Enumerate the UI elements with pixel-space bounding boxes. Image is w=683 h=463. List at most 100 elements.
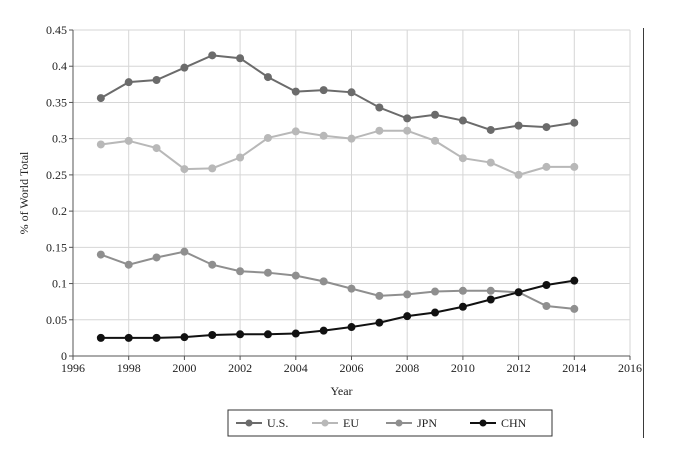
series-line-jpn bbox=[100, 250, 575, 310]
data-point-eu bbox=[180, 165, 189, 174]
data-point-eu bbox=[319, 131, 328, 140]
data-point-chn bbox=[96, 333, 105, 342]
y-tick-label: 0.15 bbox=[46, 240, 67, 254]
data-point-eu bbox=[152, 144, 161, 153]
data-point-us bbox=[458, 116, 467, 125]
data-point-jpn bbox=[236, 267, 245, 276]
data-point-jpn bbox=[152, 253, 161, 262]
data-point-chn bbox=[514, 288, 523, 297]
data-point-jpn bbox=[486, 286, 495, 295]
data-point-chn bbox=[124, 333, 133, 342]
data-point-us bbox=[180, 63, 189, 72]
data-point-eu bbox=[486, 158, 495, 167]
data-point-us bbox=[403, 114, 412, 123]
data-point-eu bbox=[403, 126, 412, 135]
data-point-chn bbox=[263, 330, 272, 339]
data-point-eu bbox=[236, 153, 245, 162]
legend-marker-chn bbox=[479, 419, 487, 427]
legend-marker-eu bbox=[321, 419, 329, 427]
x-tick-label: 2002 bbox=[228, 361, 252, 375]
y-axis-label: % of World Total bbox=[17, 151, 31, 234]
data-point-us bbox=[486, 125, 495, 134]
series-line-eu bbox=[100, 129, 575, 176]
data-point-eu bbox=[514, 170, 523, 179]
data-point-chn bbox=[458, 302, 467, 311]
data-point-chn bbox=[236, 330, 245, 339]
series-line-us bbox=[100, 54, 575, 131]
data-point-eu bbox=[124, 136, 133, 145]
data-point-us bbox=[96, 94, 105, 103]
data-point-us bbox=[570, 118, 579, 127]
data-point-eu bbox=[347, 134, 356, 143]
y-tick-label: 0.2 bbox=[52, 204, 67, 218]
y-tick-labels: 0 0.05 0.1 0.15 0.2 0.25 0.3 0.35 0.4 0.45 bbox=[46, 23, 73, 363]
data-point-us bbox=[124, 78, 133, 87]
legend-marker-jpn bbox=[395, 419, 403, 427]
data-point-eu bbox=[96, 140, 105, 149]
data-point-chn bbox=[431, 308, 440, 317]
x-tick-label: 2000 bbox=[172, 361, 196, 375]
data-point-chn bbox=[180, 333, 189, 342]
x-tick-label: 2006 bbox=[340, 361, 364, 375]
data-point-us bbox=[347, 88, 356, 97]
x-tick-label: 1998 bbox=[117, 361, 141, 375]
data-point-eu bbox=[542, 162, 551, 171]
legend-item-us: U.S. bbox=[236, 416, 288, 430]
data-point-us bbox=[152, 75, 161, 84]
data-point-chn bbox=[291, 329, 300, 338]
data-point-jpn bbox=[347, 284, 356, 293]
x-tick-label: 2012 bbox=[507, 361, 531, 375]
data-point-jpn bbox=[291, 271, 300, 280]
y-tick-label: 0.45 bbox=[46, 23, 67, 37]
data-point-eu bbox=[208, 164, 217, 173]
data-point-jpn bbox=[458, 286, 467, 295]
data-point-us bbox=[431, 110, 440, 119]
x-tick-label: 2010 bbox=[451, 361, 475, 375]
series-eu bbox=[96, 126, 579, 179]
data-point-jpn bbox=[319, 277, 328, 286]
data-point-us bbox=[375, 103, 384, 112]
series-jpn bbox=[96, 247, 579, 313]
data-point-jpn bbox=[180, 247, 189, 256]
y-tick-label: 0.35 bbox=[46, 95, 67, 109]
data-point-jpn bbox=[96, 250, 105, 259]
data-point-us bbox=[514, 121, 523, 130]
legend-marker-us bbox=[245, 419, 253, 427]
data-point-jpn bbox=[542, 302, 551, 311]
data-point-chn bbox=[486, 295, 495, 304]
legend-label-us: U.S. bbox=[267, 416, 288, 430]
data-point-us bbox=[236, 54, 245, 63]
data-point-chn bbox=[208, 330, 217, 339]
y-tick-label: 0.25 bbox=[46, 168, 67, 182]
data-point-jpn bbox=[570, 304, 579, 313]
data-point-eu bbox=[458, 154, 467, 163]
x-tick-label: 2004 bbox=[284, 361, 308, 375]
x-axis-label: Year bbox=[330, 384, 352, 398]
x-tick-label: 2008 bbox=[395, 361, 419, 375]
x-tick-labels: 1996 1998 2000 2002 2004 2006 2008 2010 2012 2014… bbox=[61, 356, 642, 375]
series-lines bbox=[96, 51, 579, 342]
y-tick-label: 0.3 bbox=[52, 132, 67, 146]
data-point-chn bbox=[403, 312, 412, 321]
legend-label-jpn: JPN bbox=[417, 416, 437, 430]
data-point-chn bbox=[347, 323, 356, 332]
y-tick-label: 0.05 bbox=[46, 313, 67, 327]
y-tick-label: 0.1 bbox=[52, 277, 67, 291]
data-point-jpn bbox=[431, 287, 440, 296]
data-point-jpn bbox=[124, 260, 133, 269]
right-divider-line bbox=[643, 28, 644, 438]
data-point-us bbox=[208, 51, 217, 60]
legend: U.S. EU JPN CHN bbox=[227, 409, 553, 437]
legend-item-jpn: JPN bbox=[386, 416, 437, 430]
data-point-chn bbox=[152, 333, 161, 342]
legend-item-chn: CHN bbox=[470, 416, 527, 430]
x-tick-label: 2016 bbox=[618, 361, 642, 375]
data-point-jpn bbox=[263, 268, 272, 277]
data-point-eu bbox=[431, 136, 440, 145]
data-point-us bbox=[319, 86, 328, 95]
data-point-eu bbox=[570, 162, 579, 171]
legend-label-eu: EU bbox=[343, 416, 359, 430]
x-tick-label: 1996 bbox=[61, 361, 85, 375]
data-point-chn bbox=[570, 276, 579, 285]
data-point-us bbox=[263, 73, 272, 82]
